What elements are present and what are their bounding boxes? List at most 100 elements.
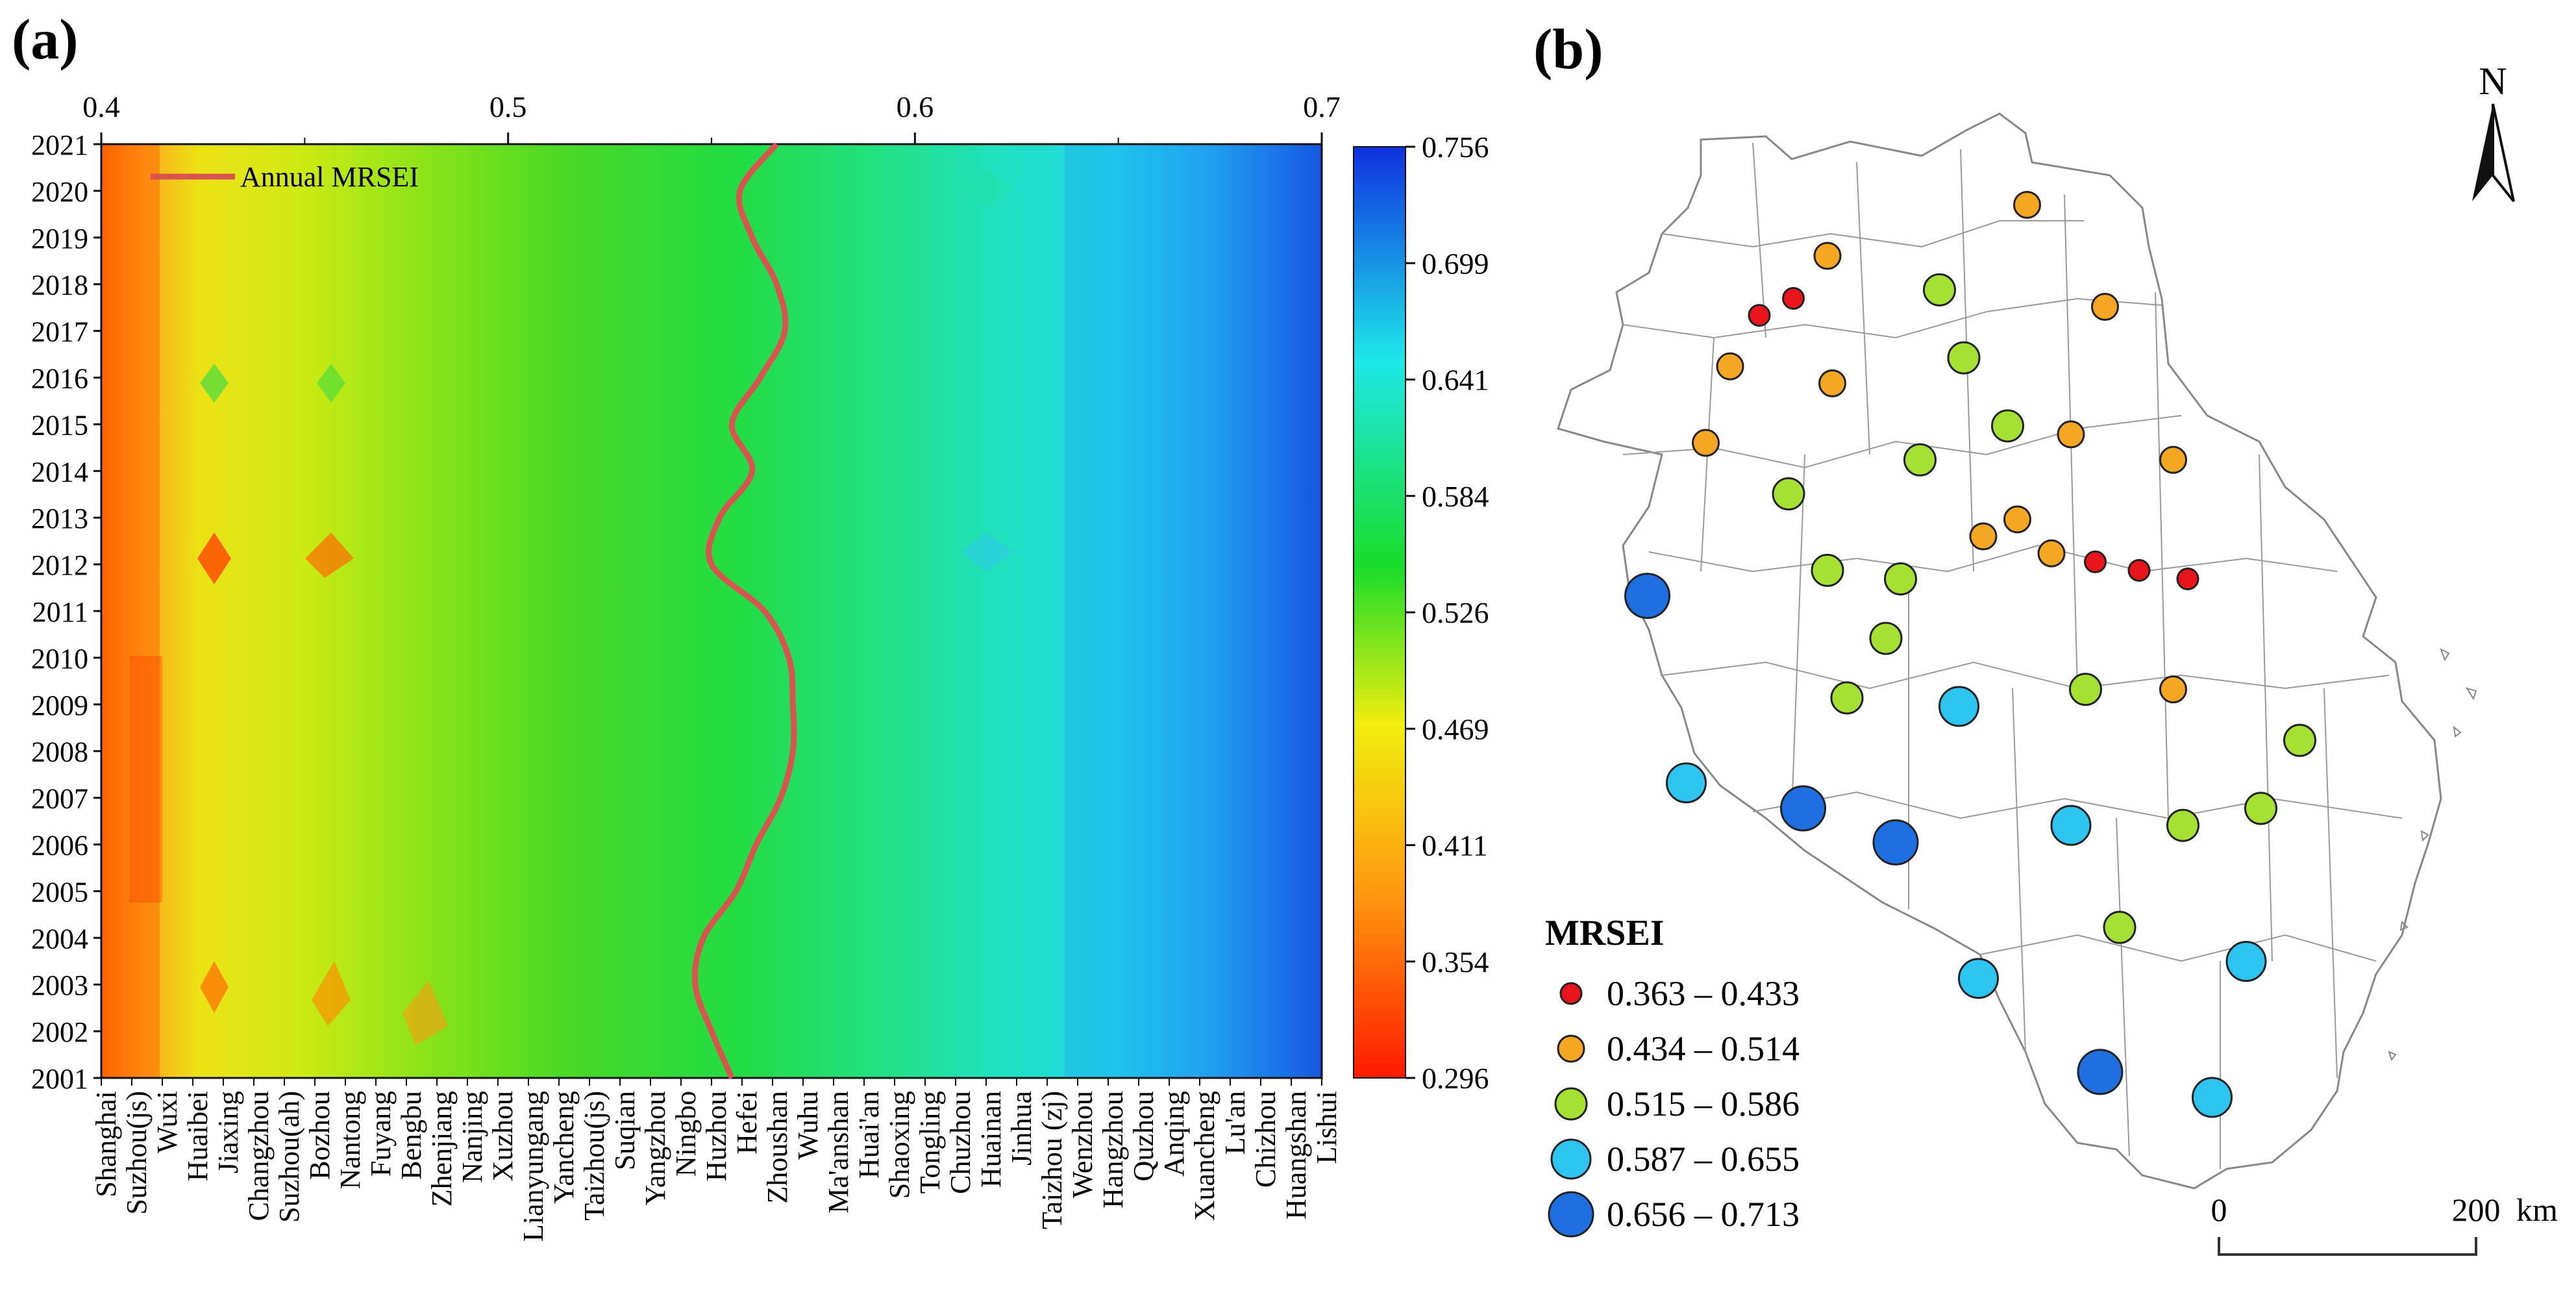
- year-tick-label: 2014: [31, 456, 88, 488]
- map-legend-title: MRSEI: [1545, 913, 1665, 953]
- city-point: [2084, 550, 2107, 573]
- year-tick-label: 2007: [31, 783, 88, 815]
- city-tick-label: Nantong: [334, 1091, 366, 1190]
- city-tick-label: Taizhou (zj): [1036, 1091, 1068, 1229]
- city-tick-label: Nanjing: [456, 1091, 488, 1183]
- city-x-axis: ShanghaiSuzhou(js)WuxiHuaibeiJiaxingChan…: [90, 1078, 1343, 1242]
- city-point: [1872, 819, 1919, 866]
- top-x-axis: 0.4 0.5 0.6 0.7: [82, 90, 1341, 144]
- top-axis-tick-label: 0.5: [489, 90, 527, 123]
- city-tick-label: Chizhou: [1250, 1091, 1282, 1188]
- heatmap-panel: 0.4 0.5 0.6 0.7 200120022003200420052006200…: [31, 90, 1489, 1242]
- city-tick-label: Huangshan: [1280, 1091, 1312, 1219]
- year-tick-label: 2012: [31, 549, 88, 581]
- panel-a-label: (a): [12, 8, 79, 71]
- city-point: [2244, 792, 2277, 825]
- city-point: [2013, 190, 2041, 219]
- city-tick-label: Suzhou(js): [121, 1091, 153, 1215]
- scale-end-label: 200: [2452, 1192, 2501, 1228]
- city-tick-label: Suqian: [609, 1091, 641, 1170]
- scale-unit-label: km: [2516, 1192, 2558, 1228]
- legend-class-label: 0.656 – 0.713: [1607, 1195, 1800, 1234]
- city-point: [1818, 369, 1846, 397]
- city-tick-label: Quzhou: [1128, 1091, 1159, 1181]
- city-point: [2050, 805, 2092, 846]
- city-point: [1624, 573, 1670, 619]
- scale-bar: 0 200 km: [2211, 1192, 2558, 1256]
- city-tick-label: Taizhou(js): [578, 1091, 610, 1221]
- legend-swatch: [1559, 982, 1583, 1005]
- city-point: [1884, 562, 1917, 595]
- city-point: [1923, 273, 1956, 306]
- colorbar-ticks: 0.756 0.699 0.641 0.584 0.526 0.469 0.411 0.354…: [1406, 131, 1489, 1095]
- city-point: [1666, 762, 1707, 804]
- city-tick-label: Ma'anshan: [823, 1091, 854, 1214]
- year-tick-label: 2009: [31, 690, 88, 721]
- legend-class-label: 0.363 – 0.433: [1607, 974, 1800, 1013]
- city-point: [2091, 293, 2119, 321]
- city-point: [1958, 958, 1999, 999]
- city-tick-label: Jiaxing: [212, 1091, 244, 1173]
- city-tick-label: Fuyang: [365, 1091, 397, 1177]
- city-point: [1748, 304, 1771, 327]
- city-tick-label: Ningbo: [670, 1091, 702, 1177]
- scale-start-label: 0: [2211, 1192, 2227, 1228]
- city-point: [2166, 808, 2199, 842]
- city-point: [1782, 286, 1805, 310]
- year-tick-label: 2001: [31, 1063, 88, 1095]
- year-tick-label: 2013: [31, 503, 88, 534]
- legend-class-label: 0.587 – 0.655: [1607, 1140, 1800, 1179]
- city-point: [2037, 539, 2066, 568]
- year-tick-label: 2006: [31, 830, 88, 862]
- city-tick-label: Huaibei: [182, 1091, 214, 1181]
- city-point: [1991, 409, 2024, 443]
- legend-class-label: 0.515 – 0.586: [1607, 1084, 1800, 1123]
- year-tick-label: 2017: [31, 316, 88, 348]
- map-panel: N MRSEI 0.363 – 0.433 0.434 – 0.514 0.515 …: [1545, 60, 2558, 1256]
- city-point: [1830, 681, 1864, 715]
- islands: [2388, 647, 2477, 1062]
- city-tick-label: Wuxi: [151, 1091, 183, 1153]
- city-tick-label: Wenzhou: [1067, 1091, 1098, 1198]
- colorbar-tick-label: 0.584: [1422, 480, 1489, 513]
- city-points: [1624, 190, 2316, 1118]
- city-tick-label: Lianyungang: [517, 1091, 549, 1242]
- city-tick-label: Jinhua: [1006, 1091, 1037, 1166]
- city-point: [1903, 443, 1937, 477]
- city-point: [2003, 505, 2031, 534]
- city-tick-label: Tongling: [914, 1091, 946, 1194]
- city-tick-label: Zhenjiang: [426, 1091, 458, 1206]
- city-tick-label: Huai'an: [853, 1091, 885, 1179]
- legend-label: Annual MRSEI: [240, 161, 419, 193]
- city-tick-label: Huzhou: [700, 1091, 732, 1181]
- city-point: [1692, 429, 1720, 457]
- city-point: [1813, 242, 1842, 270]
- year-y-axis: 2001 2002 2003 2004 2005 2006 2007 2008 2009 2010…: [31, 129, 101, 1095]
- year-tick-label: 2016: [31, 363, 88, 395]
- colorbar-tick-label: 0.411: [1422, 829, 1488, 862]
- year-tick-label: 2008: [31, 736, 88, 768]
- top-axis-tick-label: 0.4: [82, 90, 120, 123]
- year-tick-label: 2020: [31, 176, 88, 208]
- city-point: [2077, 1049, 2124, 1095]
- colorbar-tick-label: 0.354: [1422, 945, 1489, 979]
- city-tick-label: Huainan: [975, 1091, 1007, 1188]
- city-tick-label: Yancheng: [548, 1091, 580, 1204]
- year-tick-label: 2011: [32, 596, 88, 628]
- city-point: [2159, 445, 2187, 474]
- city-point: [2283, 723, 2316, 757]
- city-tick-label: Hangzhou: [1097, 1091, 1129, 1208]
- city-point: [1969, 522, 1998, 551]
- city-tick-label: Lu'an: [1219, 1091, 1251, 1155]
- colorbar-tick-label: 0.296: [1422, 1062, 1489, 1095]
- city-point: [2159, 675, 2187, 704]
- city-tick-label: Anqing: [1158, 1091, 1190, 1177]
- city-tick-label: Xuzhou: [487, 1091, 519, 1181]
- north-label: N: [2479, 60, 2507, 103]
- city-tick-label: Changzhou: [243, 1091, 275, 1221]
- year-tick-label: 2003: [31, 969, 88, 1001]
- colorbar-tick-label: 0.756: [1422, 131, 1489, 164]
- legend-swatch: [1548, 1191, 1594, 1238]
- city-point: [1716, 352, 1744, 381]
